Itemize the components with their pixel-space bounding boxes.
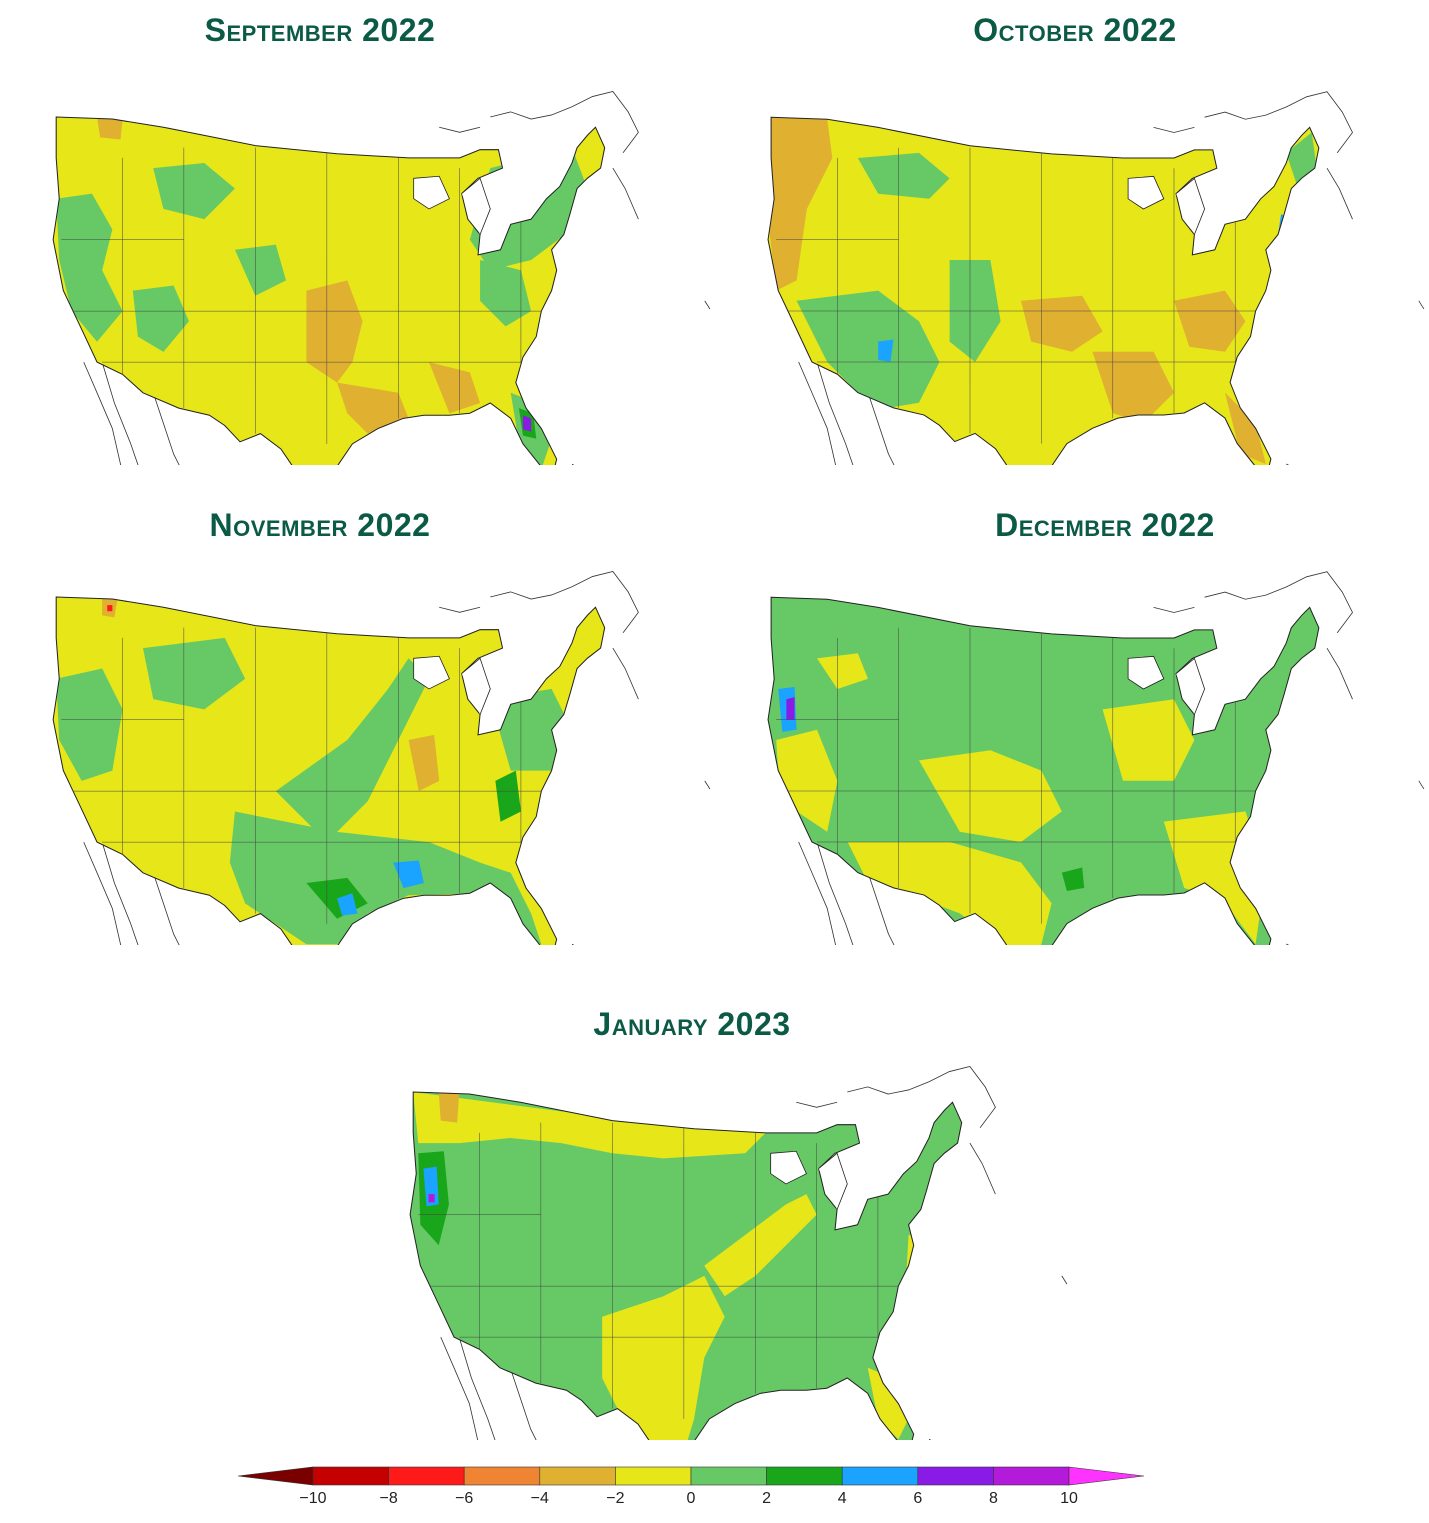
legend-swatch: [993, 1466, 1070, 1486]
precip-anomaly-map: [767, 91, 1425, 465]
legend-tick-label: 8: [989, 1490, 998, 1507]
legend-tick-label: −10: [299, 1490, 326, 1507]
map-panel-jan-2023: January 2023: [357, 1000, 1072, 1450]
panel-title: September 2022: [204, 12, 436, 48]
legend-swatch: [841, 1466, 919, 1486]
precip-anomaly-map: [52, 91, 711, 465]
legend-tick-label: −2: [606, 1490, 624, 1507]
precip-anomaly-map: [409, 1066, 1068, 1440]
panel-title: January 2023: [593, 1006, 791, 1042]
legend-tick-label: −6: [455, 1490, 473, 1507]
legend-swatch: [388, 1466, 465, 1486]
legend-colorbar: [237, 1466, 1145, 1486]
legend-swatch: [615, 1466, 692, 1486]
legend-tick-label: 6: [913, 1490, 922, 1507]
panel-title: November 2022: [209, 507, 431, 543]
legend-swatch-above-max: [1068, 1466, 1145, 1486]
legend-swatch-below-min: [237, 1466, 314, 1486]
legend-tick-label: 4: [838, 1490, 847, 1507]
precip-anomaly-map: [767, 571, 1425, 945]
legend-swatch: [539, 1466, 616, 1486]
legend-tick-label: 0: [687, 1490, 696, 1507]
legend-swatch: [690, 1466, 767, 1486]
precip-anomaly-map: [52, 571, 711, 945]
map-panel-nov-2022: November 2022: [0, 495, 715, 955]
legend-swatch: [766, 1466, 843, 1486]
legend-swatch: [312, 1466, 389, 1486]
legend-swatch: [917, 1466, 994, 1486]
map-panel-sep-2022: September 2022: [0, 0, 715, 470]
map-panel-dec-2022: December 2022: [715, 495, 1429, 955]
panel-title: December 2022: [995, 507, 1215, 543]
color-legend: −10 −8 −6 −4 −2 0 2 4 6 8 10: [237, 1466, 1145, 1507]
map-panel-oct-2022: October 2022: [715, 0, 1429, 470]
legend-tick-label: −4: [531, 1490, 549, 1507]
legend-swatch: [463, 1466, 541, 1486]
panel-title: October 2022: [973, 12, 1177, 48]
legend-tick-label: 10: [1060, 1490, 1078, 1507]
legend-tick-label: 2: [762, 1490, 771, 1507]
legend-tick-label: −8: [379, 1490, 397, 1507]
legend-tick-labels: −10 −8 −6 −4 −2 0 2 4 6 8 10: [299, 1490, 1078, 1507]
